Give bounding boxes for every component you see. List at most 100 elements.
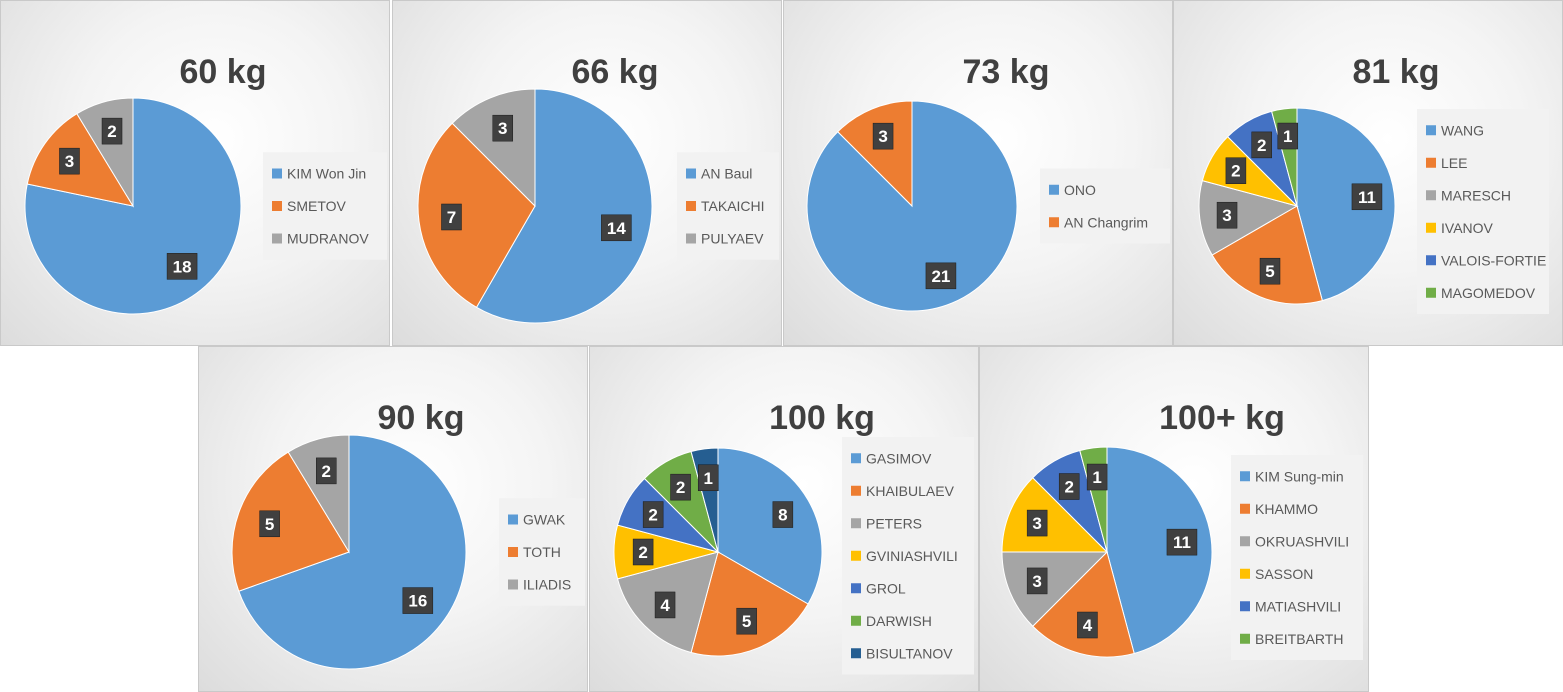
legend-entry-sasson: SASSON <box>1255 566 1313 582</box>
data-label: 2 <box>107 122 116 141</box>
chart-81kg: 81 kg 11 5 3 2 2 1 WANG LEE MARESCH IVANOV VALOIS-F… <box>1173 0 1563 346</box>
data-label: 3 <box>1032 572 1041 591</box>
data-label-bg <box>1026 567 1048 595</box>
pie-chart-svg: 73 kg 21 3 ONO AN Changrim <box>806 53 1170 312</box>
chart-title: 60 kg <box>180 53 267 91</box>
legend <box>263 152 387 260</box>
legend-swatch <box>1426 255 1436 266</box>
pie-slice-maresch <box>1198 180 1299 256</box>
legend-swatch <box>851 550 861 561</box>
data-label-bg <box>925 262 957 290</box>
legend-swatch <box>1426 222 1436 233</box>
pie-slice-khaibulaev <box>690 551 809 657</box>
legend-swatch <box>686 168 696 179</box>
legend-swatch <box>1240 633 1250 644</box>
data-label-bg <box>1277 122 1299 150</box>
pie-slice-khammo <box>1032 551 1135 658</box>
chart-title: 73 kg <box>963 53 1050 91</box>
legend-swatch <box>1049 217 1059 228</box>
data-label: 2 <box>1257 136 1266 155</box>
chart-title: 81 kg <box>1353 53 1440 91</box>
data-label-bg <box>259 510 280 538</box>
chart-title: 66 kg <box>572 53 659 91</box>
data-label-bg <box>670 473 691 501</box>
legend-swatch <box>508 547 518 557</box>
legend-swatch <box>272 168 282 179</box>
data-label-bg <box>1077 611 1098 639</box>
legend-entry-gviniashvili: GVINIASHVILI <box>866 548 958 564</box>
legend-swatch <box>1240 601 1250 612</box>
data-label-bg <box>1166 528 1198 556</box>
pie-chart-svg: 90 kg 16 5 2 GWAK TOTH ILIADIS <box>231 399 585 670</box>
data-label-bg <box>492 114 514 142</box>
data-label: 3 <box>498 119 507 138</box>
data-label-bg <box>1026 509 1048 537</box>
legend-entry-wang: WANG <box>1441 122 1484 138</box>
data-label: 8 <box>778 506 787 525</box>
legend-entry-ivanov: IVANOV <box>1441 220 1494 236</box>
legend-entry-valois-fortie: VALOIS-FORTIE <box>1441 252 1546 268</box>
legend-swatch <box>851 583 861 594</box>
legend-entry-kim-sung-min: KIM Sung-min <box>1255 468 1344 484</box>
legend-swatch <box>1426 125 1436 136</box>
data-label: 3 <box>65 152 74 171</box>
data-label: 5 <box>742 612 751 631</box>
pie-slice-gasimov <box>717 447 823 605</box>
pie-slice-an-changrim <box>837 100 913 208</box>
data-label: 2 <box>648 506 657 525</box>
data-label-bg <box>772 501 794 528</box>
legend-entry-iliadis: ILIADIS <box>523 577 571 593</box>
data-label: 2 <box>676 478 685 497</box>
legend-entry-gasimov: GASIMOV <box>866 450 932 466</box>
legend-entry-takaichi: TAKAICHI <box>701 198 765 214</box>
data-label-bg <box>601 214 632 242</box>
legend-entry-toth: TOTH <box>523 544 561 560</box>
legend-entry-smetov: SMETOV <box>287 198 347 214</box>
legend-swatch <box>1426 190 1436 201</box>
legend-swatch <box>1240 503 1250 514</box>
legend-entry-khammo: KHAMMO <box>1255 501 1318 517</box>
pie-slice-wang <box>1296 107 1396 302</box>
pie-slice-kim-sung-min <box>1106 446 1213 655</box>
legend-swatch <box>851 648 861 659</box>
chart-90kg: 90 kg 16 5 2 GWAK TOTH ILIADIS <box>198 346 588 692</box>
data-label-bg <box>59 147 80 175</box>
data-label-bg <box>1351 183 1383 211</box>
legend-swatch <box>851 485 861 496</box>
legend-swatch <box>1240 471 1250 482</box>
legend-entry-bisultanov: BISULTANOV <box>866 645 953 661</box>
data-label: 2 <box>1231 162 1240 181</box>
legend-entry-matiashvili: MATIASHVILI <box>1255 598 1341 614</box>
data-label: 4 <box>1083 616 1093 635</box>
data-label-bg <box>736 607 757 635</box>
data-label-bg <box>697 464 719 492</box>
legend-swatch <box>508 514 518 525</box>
data-label: 5 <box>265 515 274 534</box>
legend-swatch <box>851 518 861 529</box>
legend-swatch <box>1240 568 1250 579</box>
legend-swatch <box>1426 287 1436 298</box>
legend-entry-grol: GROL <box>866 580 906 596</box>
legend-entry-maresch: MARESCH <box>1441 187 1511 203</box>
legend-entry-magomedov: MAGOMEDOV <box>1441 285 1536 301</box>
data-label: 11 <box>1173 533 1191 552</box>
legend-swatch <box>1049 184 1059 195</box>
data-label: 7 <box>447 208 456 227</box>
data-label-bg <box>654 591 676 619</box>
data-label: 3 <box>878 127 887 146</box>
data-label-bg <box>101 117 123 145</box>
data-label-bg <box>1225 157 1247 184</box>
legend-swatch <box>1240 536 1250 547</box>
legend-entry-okruashvili: OKRUASHVILI <box>1255 533 1349 549</box>
legend-swatch <box>508 579 518 590</box>
legend-entry-lee: LEE <box>1441 155 1467 171</box>
data-label-bg <box>166 253 198 280</box>
data-label-bg <box>402 587 434 614</box>
pie-chart-svg: 66 kg 14 7 3 AN Baul TAKAICHI PULYAEV <box>417 53 779 324</box>
chart-66kg: 66 kg 14 7 3 AN Baul TAKAICHI PULYAEV <box>392 0 782 346</box>
pie-chart-svg: 100+ kg 11 4 3 3 2 1 KIM Sung-min KHAMMO OKRUASHV… <box>1001 399 1363 660</box>
data-label-bg <box>642 501 664 528</box>
legend-swatch <box>686 201 696 211</box>
data-label-bg <box>1058 473 1080 500</box>
legend-swatch <box>272 201 282 211</box>
